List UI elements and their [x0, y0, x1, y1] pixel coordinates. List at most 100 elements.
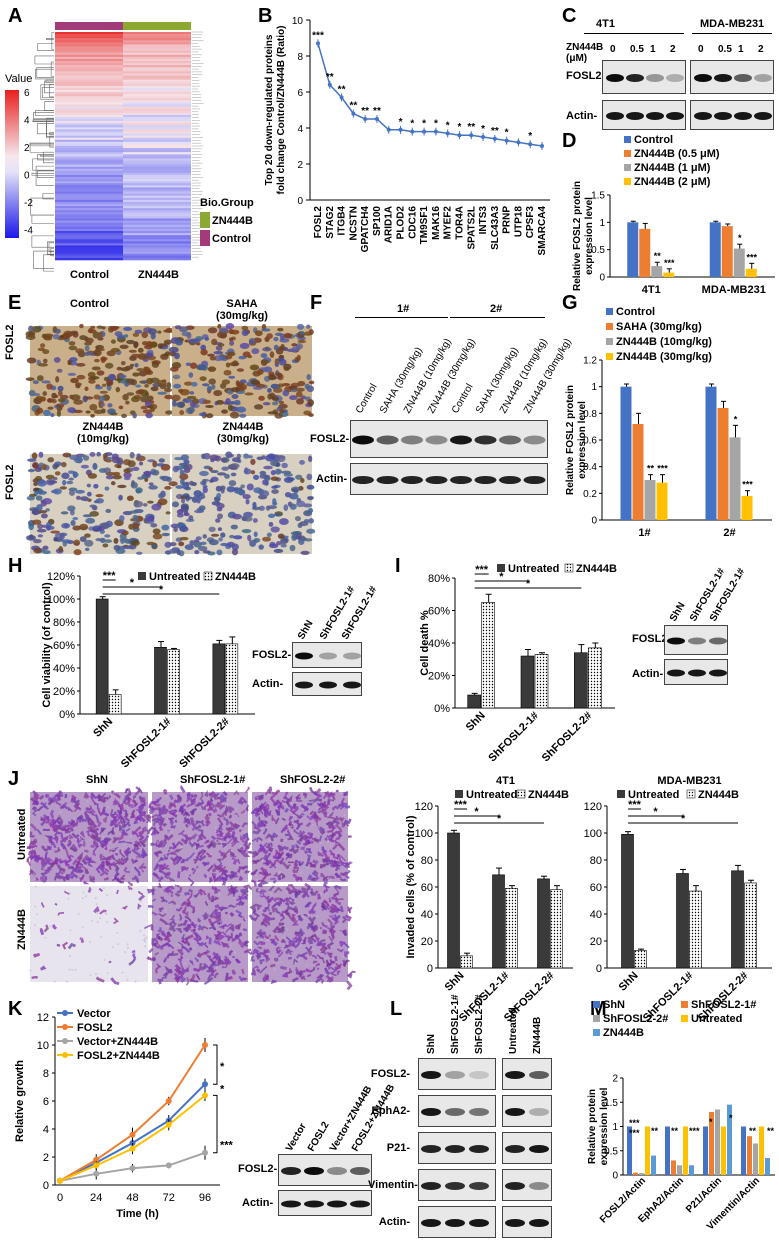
bar — [721, 1126, 726, 1175]
b-sig: *** — [312, 30, 324, 41]
heatmap-cell — [123, 54, 191, 58]
heatmap-cell — [123, 129, 191, 132]
heatmap-cell — [123, 189, 191, 192]
b-category: MAK16 — [431, 206, 442, 240]
heatmap-cell — [55, 125, 123, 128]
heatmap-cell — [55, 245, 123, 248]
heatmap-cell — [123, 141, 191, 145]
heatmap-cell — [123, 224, 191, 228]
legend-swatch — [516, 789, 526, 799]
bar — [651, 1155, 656, 1175]
ytick: 1.5 — [591, 191, 605, 202]
ytick: 0.5 — [604, 1146, 618, 1157]
heatmap-cell — [55, 228, 123, 232]
blot-c-actin-4t1 — [602, 100, 686, 130]
dose-label: 0.5 — [630, 44, 644, 55]
cell-label-4t1: 4T1 — [596, 18, 615, 30]
legend-tick: 4 — [24, 116, 30, 127]
k-ytick: 6 — [43, 1096, 49, 1108]
legend-zn444b: ZN444B — [528, 789, 569, 801]
legend-tick: 2 — [24, 143, 30, 154]
sig-mark: * — [734, 414, 738, 424]
heatmap-cell — [123, 94, 191, 97]
ytick: 60% — [428, 606, 450, 618]
heatmap-cell — [55, 143, 123, 147]
blot-band — [646, 112, 664, 120]
b-point — [398, 127, 403, 132]
blot-row-fosl2: FOSL2- — [566, 70, 606, 82]
heatmap-cell — [55, 48, 123, 51]
ytick: 1 — [591, 382, 597, 393]
sig-mark: * — [130, 577, 135, 589]
ihc-image-control — [25, 323, 175, 419]
heatmap-cell — [55, 106, 123, 109]
blot-band — [469, 1219, 489, 1227]
heatmap-cell — [123, 96, 191, 99]
ytick: 40% — [428, 638, 450, 650]
blot-band — [304, 1167, 324, 1175]
dose-label: 1 — [650, 44, 656, 55]
b-ytick: 2 — [297, 160, 303, 171]
category-label: ShN — [443, 970, 467, 994]
heatmap-cell — [123, 166, 191, 170]
b-ytick: 4 — [297, 124, 303, 135]
heatmap-cell — [55, 201, 123, 205]
heatmap-cell — [55, 175, 123, 178]
j-col-sh2: ShFOSL2-2# — [280, 774, 346, 786]
k-lane-label: FOSL2 — [306, 1120, 332, 1154]
treatment-label: ZN444B (μM) — [566, 42, 604, 64]
category-label: ShFOSL2-2# — [177, 716, 232, 771]
blot-band — [343, 681, 361, 689]
legend-colorbar — [5, 90, 19, 238]
bar — [689, 1165, 694, 1175]
heatmap-cell — [55, 187, 123, 190]
sig-mark: * — [159, 584, 164, 596]
heatmap-cell — [55, 224, 123, 228]
bar — [537, 878, 550, 969]
blot-band — [606, 112, 624, 120]
legend-label: Control — [634, 134, 673, 146]
heatmap-cell — [123, 108, 191, 112]
l-row-label: Vimentin- — [368, 1179, 418, 1191]
heatmap-cell — [123, 46, 191, 49]
heatmap-cell — [123, 197, 191, 201]
heatmap-cell — [55, 255, 123, 259]
sig-mark: * — [499, 571, 504, 583]
heatmap-cell — [123, 181, 191, 184]
heatmap-cell — [123, 112, 191, 116]
legend-swatch — [606, 308, 613, 315]
bar — [108, 694, 122, 715]
heatmap-cell — [123, 255, 191, 259]
heatmap-cell — [123, 69, 191, 72]
e-label-zn10: ZN444B (10mg/kg) — [77, 421, 129, 445]
bar — [753, 1143, 758, 1175]
blot-band — [694, 112, 712, 120]
blot-band — [499, 476, 521, 484]
heatmap-cell — [123, 81, 191, 85]
dose-label: 1 — [738, 44, 744, 55]
k-point — [129, 1165, 136, 1172]
heatmap-cell — [55, 50, 123, 54]
panel-label-g: G — [562, 292, 578, 314]
bar — [639, 228, 651, 277]
heatmap-cell — [55, 226, 123, 230]
heatmap-cell — [55, 75, 123, 78]
b-point — [540, 144, 544, 148]
ytick: 0.2 — [583, 489, 597, 500]
bar — [645, 1126, 650, 1175]
b-sig: ** — [326, 72, 334, 83]
k-ytick: 4 — [43, 1124, 49, 1136]
blot-l-band-box — [418, 1206, 496, 1238]
heatmap-cell — [55, 164, 123, 168]
panel-label-l: L — [390, 998, 403, 1020]
heatmap-cell — [55, 135, 123, 139]
b-sig: ** — [491, 126, 499, 137]
blot-band — [295, 681, 313, 689]
b-category: SPATS2L — [466, 206, 477, 250]
legend-tick: -2 — [24, 198, 33, 209]
heatmap-cell — [55, 233, 123, 236]
legend-label: ZN444B (10mg/kg) — [616, 336, 712, 348]
heatmap-cell — [55, 218, 123, 221]
f-lane-label: Control — [354, 382, 380, 416]
legend-swatch — [624, 150, 631, 157]
